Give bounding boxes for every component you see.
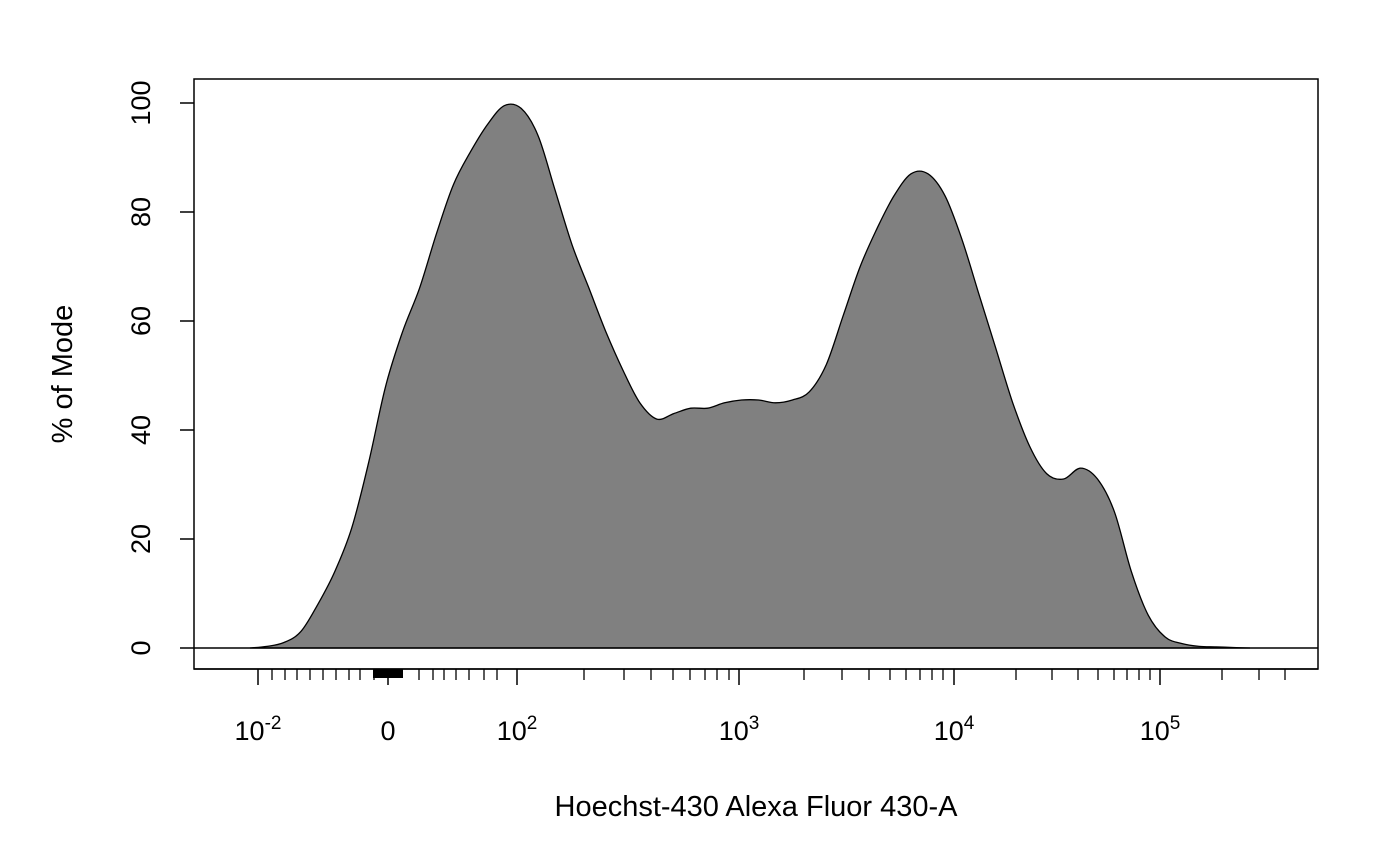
- x-axis-title: Hoechst-430 Alexa Fluor 430-A: [555, 791, 959, 823]
- histogram-area: [249, 103, 1251, 649]
- y-tick-label: 20: [126, 524, 156, 554]
- y-tick-label: 100: [126, 80, 156, 125]
- x-tick-label: 0: [380, 716, 395, 746]
- y-tick-label: 80: [126, 197, 156, 227]
- y-axis-title: % of Mode: [47, 305, 79, 444]
- y-tick-label: 60: [126, 306, 156, 336]
- x-tick-label: 103: [719, 713, 760, 746]
- x-tick-label: 10-2: [235, 713, 282, 746]
- x-tick-label: 104: [934, 713, 975, 746]
- x-tick-label: 102: [497, 713, 538, 746]
- x-tick-label: 105: [1140, 713, 1181, 746]
- x-axis: 10-2 0 102 103 104 105: [235, 669, 1286, 746]
- y-tick-label: 40: [126, 415, 156, 445]
- y-tick-label: 0: [126, 640, 156, 655]
- y-axis: 0 20 40 60 80 100: [126, 80, 194, 656]
